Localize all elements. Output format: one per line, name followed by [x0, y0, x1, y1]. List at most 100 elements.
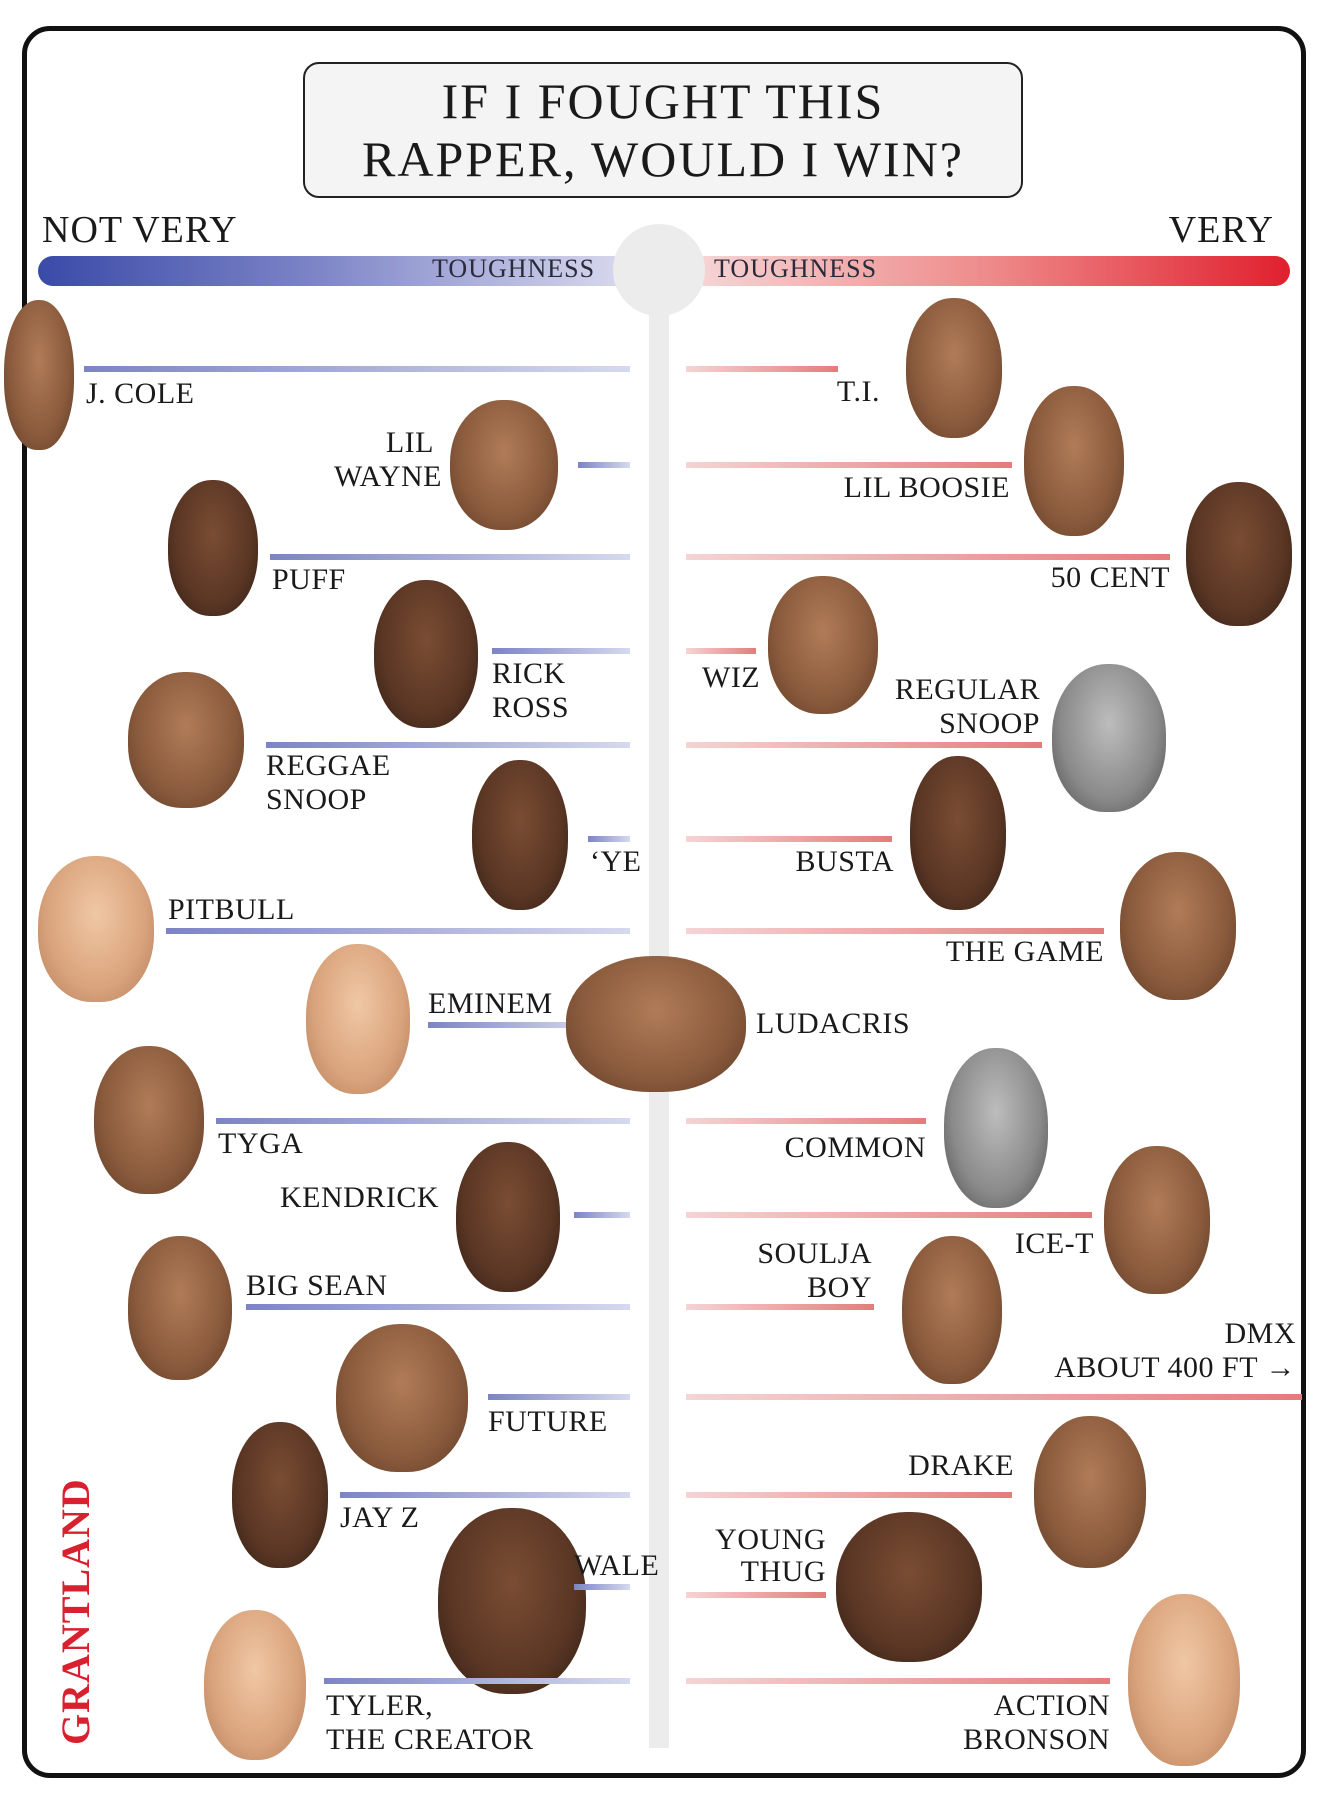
youngthug-face-image — [836, 1512, 982, 1662]
wale-label: WALE — [574, 1549, 660, 1582]
youngthug-line — [686, 1592, 826, 1598]
action-line — [686, 1678, 1110, 1684]
kendrick-label: KENDRICK — [280, 1181, 439, 1214]
eminem-line — [428, 1022, 594, 1028]
jayz-face-image — [232, 1422, 328, 1568]
regularsnoop-face-image — [1052, 664, 1166, 812]
toughness-label-right: TOUGHNESS — [714, 254, 878, 283]
wiz-line — [686, 648, 756, 654]
wale-face-image — [438, 1508, 586, 1694]
fiftycent-line — [686, 554, 1170, 560]
grantland-logo: GRANTLAND — [20, 1430, 98, 1745]
ti-line — [686, 366, 838, 372]
regularsnoop-label-2: SNOOP — [939, 707, 1040, 740]
jayz-line — [340, 1492, 630, 1498]
ti-face-image — [906, 298, 1002, 438]
tyga-face-image — [94, 1046, 204, 1194]
rickross-label-1: RICK — [492, 657, 566, 690]
kendrick-face-image — [456, 1142, 560, 1292]
fiftycent-label: 50 CENT — [1050, 561, 1170, 594]
drake-line — [686, 1492, 1012, 1498]
jcole-label: J. COLE — [86, 377, 195, 410]
common-label: COMMON — [784, 1131, 926, 1164]
title-line-2: RAPPER, WOULD I WIN? — [361, 131, 964, 187]
ye-label: ‘YE — [590, 845, 642, 878]
icet-label: ICE-T — [1014, 1227, 1094, 1260]
pitbull-label: PITBULL — [168, 893, 295, 926]
tyler-line — [324, 1678, 630, 1684]
kendrick-line — [574, 1212, 630, 1218]
soulja-label-1: SOULJA — [757, 1237, 872, 1270]
puff-label: PUFF — [272, 563, 346, 596]
scale-right-end-label: VERY — [1168, 209, 1274, 251]
toughness-label-left: TOUGHNESS — [432, 254, 596, 283]
puff-line — [270, 554, 630, 560]
tyler-label-1: TYLER, — [326, 1689, 434, 1722]
center-axis-knob — [613, 224, 705, 316]
ye-face-image — [472, 760, 568, 910]
action-label-2: BRONSON — [963, 1723, 1110, 1756]
lilwayne-label-2: WAYNE — [333, 460, 442, 493]
action-face-image — [1128, 1594, 1240, 1766]
lilwayne-face-image — [450, 400, 558, 530]
thegame-face-image — [1120, 852, 1236, 1000]
regularsnoop-label-1: REGULAR — [894, 673, 1040, 706]
future-face-image — [336, 1324, 468, 1472]
title-line-1: IF I FOUGHT THIS — [441, 73, 885, 129]
toughness-bar-left — [38, 256, 638, 286]
pitbull-line — [166, 928, 630, 934]
lilboosie-label: LIL BOOSIE — [843, 471, 1010, 504]
jcole-face-image — [4, 300, 74, 450]
jayz-label: JAY Z — [340, 1501, 420, 1534]
common-line — [686, 1118, 926, 1124]
tyga-label: TYGA — [218, 1127, 304, 1160]
tyler-face-image — [204, 1610, 306, 1760]
soulja-line — [686, 1304, 874, 1310]
youngthug-label-1: YOUNG — [715, 1523, 826, 1556]
reggaesnoop-label-2: SNOOP — [266, 783, 367, 816]
drake-label: DRAKE — [908, 1449, 1014, 1482]
bigsean-line — [246, 1304, 630, 1310]
pitbull-face-image — [38, 856, 154, 1002]
reggaesnoop-label-1: REGGAE — [266, 749, 391, 782]
lilboosie-line — [686, 462, 1012, 468]
lilwayne-line — [578, 462, 630, 468]
thegame-line — [686, 928, 1104, 934]
future-label: FUTURE — [488, 1405, 608, 1438]
eminem-label: EMINEM — [428, 987, 553, 1020]
action-label-1: ACTION — [993, 1689, 1110, 1722]
rickross-line — [492, 648, 630, 654]
lilwayne-label-1: LIL — [385, 426, 434, 459]
tyler-label-2: THE CREATOR — [326, 1723, 534, 1756]
bigsean-face-image — [128, 1236, 232, 1380]
bigsean-label: BIG SEAN — [246, 1269, 388, 1302]
regularsnoop-line — [686, 742, 1042, 748]
rickross-face-image — [374, 580, 478, 728]
dmx-line — [686, 1394, 1302, 1400]
fiftycent-face-image — [1186, 482, 1292, 626]
icet-line — [686, 1212, 1092, 1218]
toughness-bar-right — [690, 256, 1290, 286]
grantland-logo-text: GRANTLAND — [53, 1478, 98, 1745]
busta-face-image — [910, 756, 1006, 910]
busta-line — [686, 836, 892, 842]
busta-label: BUSTA — [795, 845, 894, 878]
ti-label: T.I. — [836, 375, 880, 408]
lilboosie-face-image — [1024, 386, 1124, 536]
ludacris-label: LUDACRIS — [756, 1007, 911, 1040]
ludacris-face-image — [566, 956, 746, 1092]
rickross-label-2: ROSS — [492, 691, 570, 724]
puff-face-image — [168, 480, 258, 616]
title-box: IF I FOUGHT THIS RAPPER, WOULD I WIN? — [303, 62, 1023, 198]
eminem-face-image — [306, 944, 410, 1094]
wiz-label: WIZ — [702, 661, 761, 694]
scale-left-end-label: NOT VERY — [42, 209, 238, 251]
dmx-label-1: DMX — [1224, 1317, 1296, 1350]
wiz-face-image — [768, 576, 878, 714]
reggaesnoop-face-image — [128, 672, 244, 808]
thegame-label: THE GAME — [945, 935, 1104, 968]
common-face-image — [944, 1048, 1048, 1208]
jcole-line — [84, 366, 630, 372]
dmx-label-2: ABOUT 400 FT → — [1054, 1351, 1296, 1384]
soulja-face-image — [902, 1236, 1002, 1384]
